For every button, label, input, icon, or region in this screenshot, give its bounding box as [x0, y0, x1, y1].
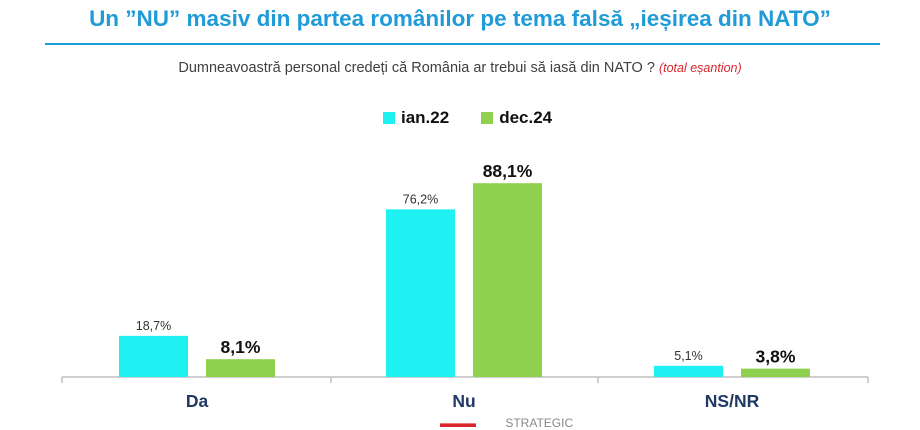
footer-logo-strategic: STRATEGIC	[505, 416, 574, 430]
page-title: Un ”NU” masiv din partea românilor pe te…	[89, 6, 831, 31]
data-label-da-series-2: 8,1%	[221, 337, 261, 357]
bar-nu-series-1	[386, 209, 455, 377]
bar-nsnr-series-1	[654, 365, 723, 377]
legend-item-series-1: ian.22	[383, 108, 449, 128]
data-label-da-series-1: 18,7%	[136, 319, 171, 333]
chart-legend: ian.22 dec.24	[383, 108, 584, 128]
footer-logo-left: ▬▬▬	[440, 416, 476, 430]
data-label-nsnr-series-2: 3,8%	[756, 347, 796, 367]
bar-da-series-2	[206, 359, 275, 377]
legend-item-series-2: dec.24	[481, 108, 552, 128]
legend-label-series-1: ian.22	[401, 108, 450, 127]
legend-swatch-series-1	[383, 112, 395, 124]
question-note: (total eșantion)	[658, 61, 742, 75]
bar-da-series-1	[119, 335, 188, 377]
bar-nsnr-series-2	[741, 368, 810, 377]
data-label-nu-series-2: 88,1%	[483, 161, 533, 181]
question-text: Dumneavoastră personal credeți că Români…	[178, 60, 655, 76]
x-axis-category-label: Da	[186, 391, 209, 411]
bar-nu-series-2	[473, 183, 542, 377]
data-label-nsnr-series-1: 5,1%	[674, 349, 703, 363]
x-axis-category-label: Nu	[452, 391, 475, 411]
x-axis-category-label: NS/NR	[705, 391, 760, 411]
legend-label-series-2: dec.24	[499, 108, 553, 127]
title-underline	[45, 43, 880, 45]
survey-question: Dumneavoastră personal credeți că Români…	[0, 60, 920, 76]
legend-swatch-series-2	[481, 112, 494, 124]
footer-logos: ▬▬▬ STRATEGIC	[440, 416, 573, 430]
data-label-nu-series-1: 76,2%	[403, 192, 438, 206]
